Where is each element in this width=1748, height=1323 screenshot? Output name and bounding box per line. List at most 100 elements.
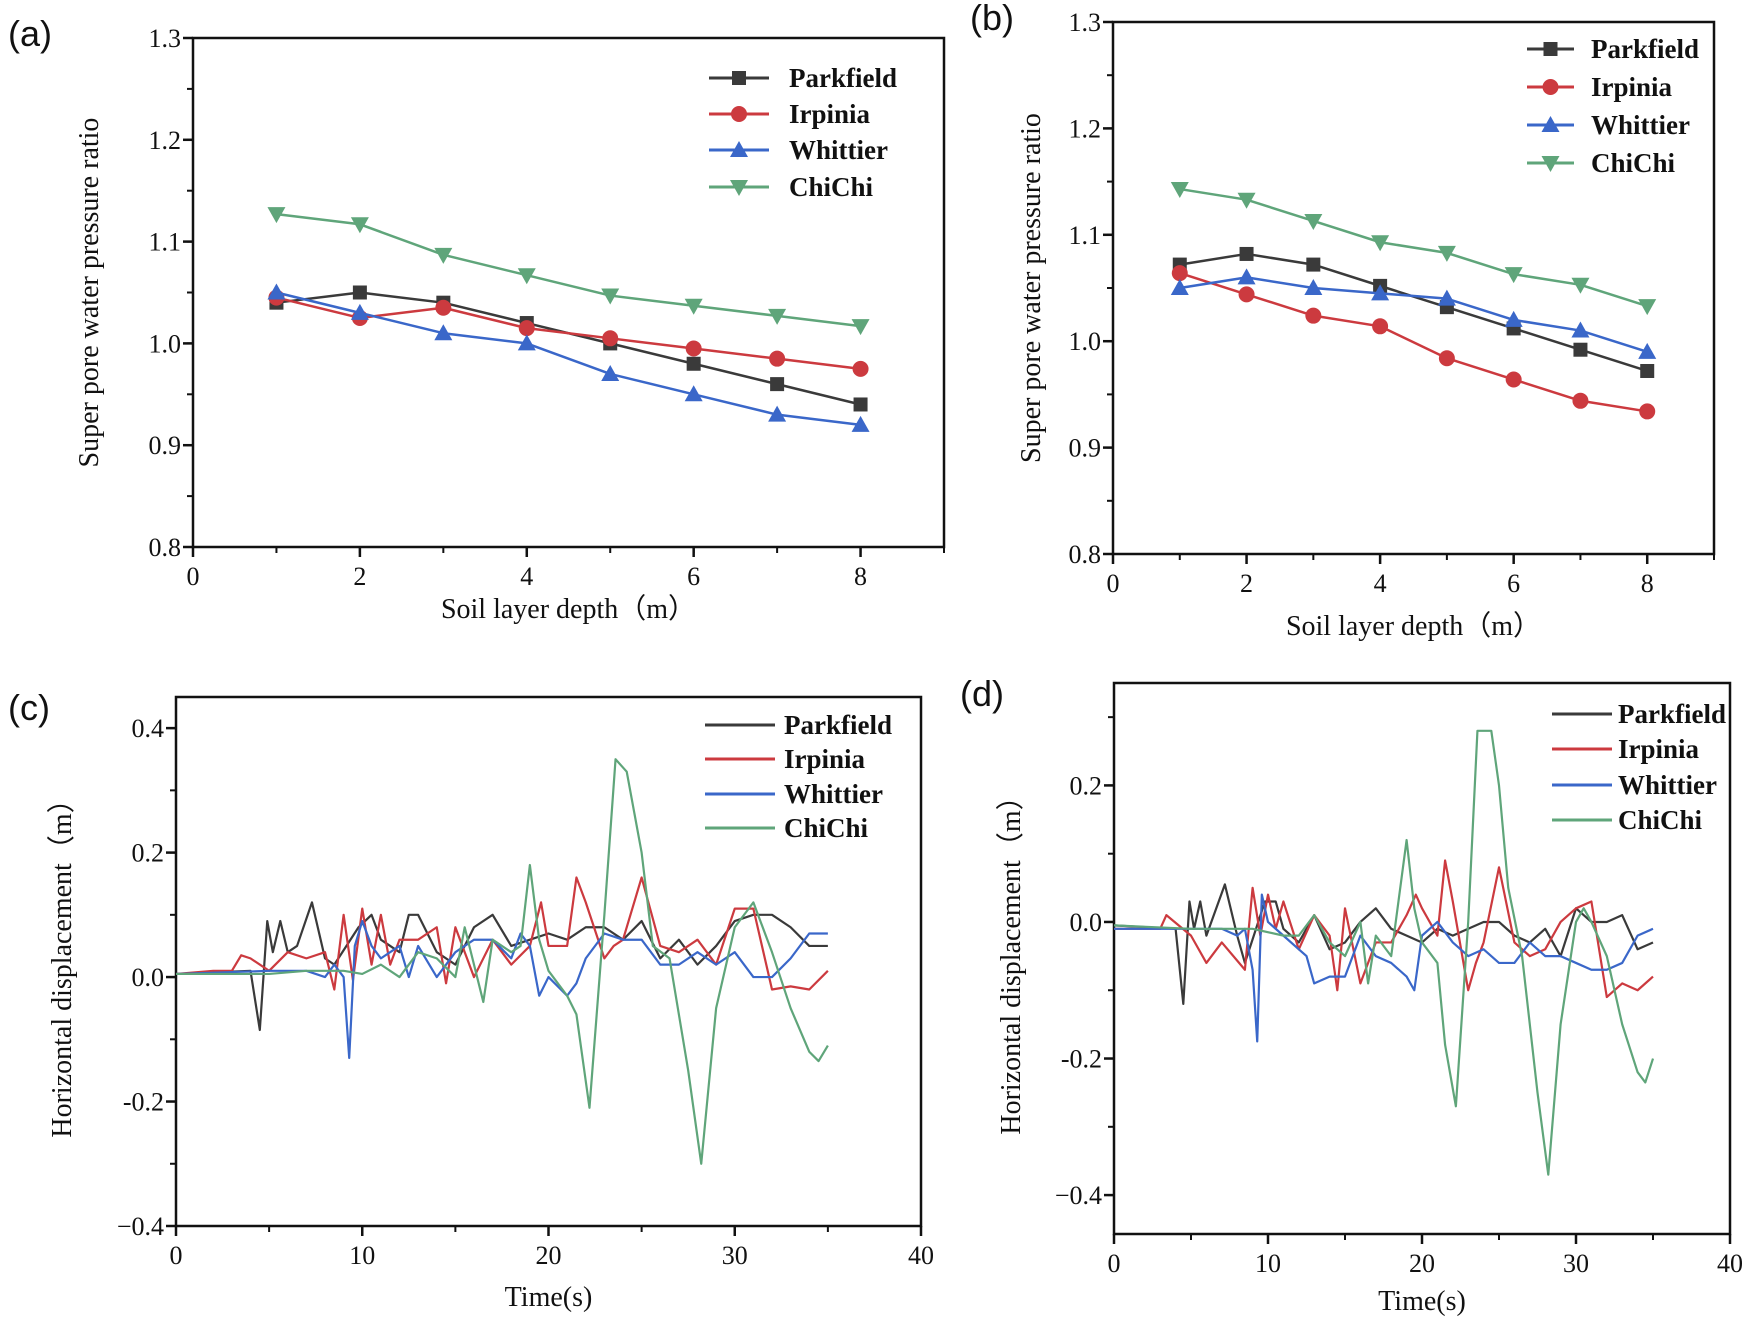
series-chichi (176, 758, 829, 1165)
marker-triangle-up (267, 283, 286, 300)
x-axis-label: Soil layer depth（m） (1286, 610, 1541, 642)
marker-triangle-down (1170, 182, 1189, 199)
marker-triangle-up (1371, 284, 1390, 301)
marker-circle (685, 340, 702, 357)
series-line (1179, 271, 1648, 413)
y-tick-label: 0.8 (1069, 540, 1102, 569)
y-tick-label: 0.8 (149, 533, 182, 562)
x-axis-label: Soil layer depth（m） (441, 593, 696, 625)
series-parkfield (175, 901, 828, 1032)
y-tick-label: 0.2 (132, 839, 165, 868)
marker-square (1239, 246, 1254, 261)
marker-triangle-up (730, 141, 748, 157)
x-tick-label: 30 (722, 1241, 748, 1270)
marker-circle (769, 350, 786, 367)
legend-item-parkfield: Parkfield (1552, 699, 1726, 729)
x-tick-label: 8 (1641, 569, 1654, 598)
marker-square (1543, 42, 1558, 56)
marker-triangle-down (1437, 245, 1456, 262)
legend-item-whittier: Whittier (705, 779, 883, 809)
marker-square (1640, 363, 1655, 378)
series-line (1114, 893, 1654, 1043)
series-irpinia (268, 289, 869, 377)
legend-item-irpinia: Irpinia (1552, 734, 1700, 764)
legend-item-chichi: ChiChi (705, 813, 869, 843)
series-line (276, 291, 861, 427)
plot-frame (1112, 681, 1732, 1236)
series-whittier (1170, 268, 1657, 359)
marker-circle (602, 330, 619, 347)
marker-square (770, 377, 785, 392)
legend-label: Parkfield (789, 63, 897, 93)
series-line (175, 901, 828, 1032)
x-tick-label: 4 (1374, 569, 1387, 598)
legend-label: Whittier (789, 135, 888, 165)
legend-item-whittier: Whittier (709, 135, 888, 165)
marker-circle (1505, 371, 1522, 388)
marker-triangle-up (1437, 289, 1456, 306)
series-line (1179, 187, 1648, 308)
marker-circle (435, 299, 452, 316)
legend-label: ChiChi (784, 813, 869, 843)
panel-label: (d) (960, 673, 1004, 714)
marker-triangle-up (1571, 321, 1590, 338)
x-tick-label: 10 (1255, 1249, 1281, 1278)
legend-item-irpinia: Irpinia (709, 99, 871, 129)
x-tick-label: 0 (1108, 1249, 1121, 1278)
chart-panel-c: (c) 0 10 20 30 40 −0.4 -0.2 0.0 0.2 0.4 Time(s) Hori… (8, 687, 934, 1313)
legend-item-whittier: Whittier (1527, 110, 1690, 140)
marker-triangle-down (1638, 299, 1657, 316)
series-line (1179, 276, 1648, 354)
legend-label: Parkfield (1591, 34, 1699, 64)
marker-triangle-up (768, 405, 787, 422)
marker-circle (1639, 403, 1656, 420)
marker-circle (1372, 318, 1389, 335)
marker-triangle-down (1237, 192, 1256, 209)
x-axis-label: Time(s) (1378, 1286, 1466, 1317)
marker-circle (731, 106, 747, 122)
marker-triangle-down (1371, 235, 1390, 252)
series-irpinia (1171, 265, 1656, 420)
legend-item-irpinia: Irpinia (705, 744, 866, 774)
marker-triangle-up (1504, 310, 1523, 327)
marker-triangle-down (768, 308, 787, 325)
marker-triangle-up (684, 385, 703, 402)
marker-triangle-down (684, 298, 703, 315)
legend-item-chichi: ChiChi (1527, 148, 1676, 178)
legend-label: Irpinia (784, 744, 866, 774)
marker-circle (852, 360, 869, 377)
marker-circle (1542, 79, 1559, 95)
marker-triangle-down (1504, 267, 1523, 284)
x-tick-label: 2 (1240, 569, 1253, 598)
y-tick-label: 0.0 (132, 963, 165, 992)
marker-circle (518, 320, 535, 337)
y-tick-label: 0.0 (1070, 908, 1103, 937)
x-tick-label: 8 (854, 562, 867, 591)
y-tick-label: 1.2 (1069, 114, 1102, 143)
y-tick-label: 1.0 (149, 329, 182, 358)
marker-square (352, 285, 367, 300)
x-tick-label: 20 (536, 1241, 562, 1270)
y-axis-label: Horizontal displacement（m） (46, 785, 78, 1137)
x-tick-label: 0 (187, 562, 200, 591)
panel-label: (c) (8, 687, 50, 728)
chart-panel-d: (d) 0 10 20 30 40 −0.4 -0.2 0.0 0.2 Time(s) Horizon… (960, 673, 1743, 1317)
panel-label: (a) (8, 13, 52, 54)
y-tick-label: 1.2 (149, 126, 182, 155)
y-tick-label: 0.4 (132, 714, 165, 743)
marker-triangle-up (1170, 279, 1189, 295)
marker-square (732, 71, 746, 85)
series-irpinia (175, 876, 829, 991)
marker-triangle-up (1638, 342, 1657, 359)
series-whittier (1114, 893, 1654, 1043)
marker-triangle-down (1571, 277, 1590, 294)
x-tick-label: 4 (520, 562, 533, 591)
y-tick-label: 1.1 (1069, 221, 1102, 250)
marker-circle (1438, 350, 1455, 367)
legend-label: Irpinia (789, 99, 871, 129)
x-tick-label: 0 (170, 1241, 183, 1270)
legend-item-chichi: ChiChi (709, 172, 874, 202)
legend-label: Parkfield (1618, 699, 1726, 729)
y-tick-label: 1.3 (1069, 8, 1102, 37)
